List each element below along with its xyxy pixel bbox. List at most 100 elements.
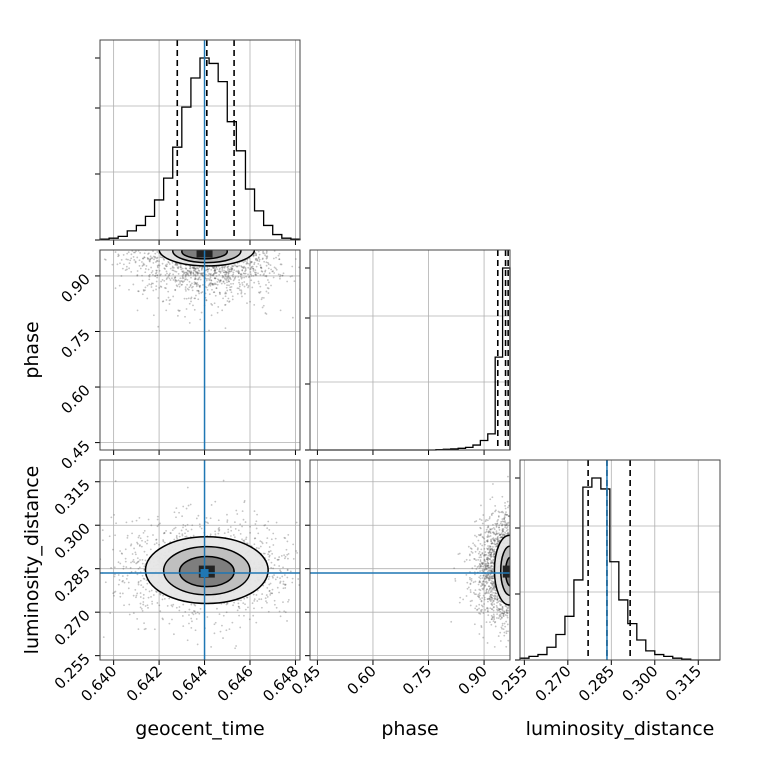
sample-point bbox=[489, 600, 492, 603]
sample-point bbox=[496, 601, 498, 604]
sample-point bbox=[157, 523, 160, 526]
sample-point bbox=[224, 274, 227, 277]
sample-point bbox=[214, 271, 216, 274]
sample-point bbox=[215, 271, 218, 274]
sample-point bbox=[216, 311, 219, 314]
sample-point bbox=[267, 287, 270, 290]
sample-point bbox=[237, 272, 240, 275]
sample-point bbox=[273, 599, 276, 602]
sample-point bbox=[134, 251, 136, 254]
sample-point bbox=[271, 575, 274, 578]
sample-point bbox=[207, 277, 209, 280]
sample-point bbox=[154, 272, 157, 275]
sample-point bbox=[176, 263, 179, 266]
sample-point bbox=[208, 329, 210, 332]
sample-point bbox=[191, 524, 194, 527]
sample-point bbox=[214, 277, 217, 280]
histogram-luminosity_distance bbox=[519, 477, 720, 661]
sample-point bbox=[212, 291, 215, 294]
sample-point bbox=[265, 290, 268, 293]
sample-point bbox=[501, 529, 504, 532]
sample-point bbox=[490, 569, 492, 572]
sample-point bbox=[272, 270, 274, 273]
sample-point bbox=[218, 529, 221, 531]
sample-point bbox=[156, 276, 159, 279]
sample-point bbox=[490, 580, 493, 582]
sample-point bbox=[236, 513, 239, 515]
sample-point bbox=[135, 596, 137, 599]
sample-point bbox=[478, 565, 480, 567]
sample-point bbox=[110, 566, 112, 569]
sample-point bbox=[487, 565, 490, 567]
sample-point bbox=[163, 267, 166, 270]
sample-point bbox=[489, 621, 491, 624]
sample-point bbox=[143, 529, 146, 532]
sample-point bbox=[216, 278, 219, 281]
sample-point bbox=[142, 601, 145, 603]
sample-point bbox=[490, 618, 493, 621]
sample-point bbox=[301, 585, 303, 587]
sample-point bbox=[504, 507, 507, 510]
sample-point bbox=[257, 532, 260, 535]
sample-point bbox=[487, 525, 490, 528]
sample-point bbox=[102, 636, 105, 639]
sample-point bbox=[176, 285, 179, 288]
sample-point bbox=[489, 594, 492, 596]
sample-point bbox=[490, 570, 493, 573]
sample-point bbox=[229, 268, 232, 271]
sample-point bbox=[493, 542, 495, 545]
sample-point bbox=[493, 587, 496, 590]
sample-point bbox=[253, 281, 256, 284]
sample-point bbox=[496, 537, 499, 539]
sample-point bbox=[503, 611, 506, 614]
sample-point bbox=[180, 266, 183, 269]
sample-point bbox=[233, 521, 236, 524]
sample-point bbox=[485, 590, 488, 592]
sample-point bbox=[226, 513, 228, 516]
sample-point bbox=[249, 268, 252, 270]
sample-point bbox=[468, 553, 471, 556]
sample-point bbox=[485, 621, 488, 624]
sample-point bbox=[214, 277, 217, 280]
sample-point bbox=[496, 544, 499, 547]
sample-point bbox=[496, 608, 498, 611]
sample-point bbox=[493, 539, 496, 542]
sample-point bbox=[231, 265, 234, 268]
sample-point bbox=[500, 520, 503, 523]
sample-point bbox=[490, 559, 493, 562]
sample-point bbox=[499, 613, 502, 616]
sample-point bbox=[493, 583, 496, 586]
sample-point bbox=[227, 280, 230, 283]
sample-point bbox=[482, 583, 485, 585]
sample-point bbox=[146, 582, 149, 585]
sample-point bbox=[212, 284, 214, 286]
sample-point bbox=[185, 308, 188, 310]
sample-point bbox=[484, 531, 487, 534]
sample-point bbox=[493, 549, 495, 552]
sample-point bbox=[227, 278, 230, 281]
sample-point bbox=[108, 535, 111, 538]
sample-point bbox=[137, 290, 140, 293]
sample-point bbox=[491, 601, 494, 604]
sample-point bbox=[181, 267, 184, 270]
sample-point bbox=[132, 256, 135, 258]
sample-point bbox=[174, 264, 177, 266]
sample-point bbox=[165, 530, 167, 532]
sample-point bbox=[488, 566, 491, 569]
sample-point bbox=[222, 280, 225, 283]
sample-point bbox=[482, 612, 485, 615]
sample-point bbox=[214, 267, 216, 270]
sample-point bbox=[197, 278, 200, 281]
sample-point bbox=[169, 298, 172, 301]
sample-point bbox=[492, 585, 495, 588]
sample-point bbox=[139, 544, 141, 546]
sample-point bbox=[484, 564, 487, 567]
sample-point bbox=[479, 565, 482, 568]
sample-point bbox=[459, 596, 462, 599]
sample-point bbox=[209, 283, 212, 286]
sample-point bbox=[268, 550, 270, 553]
sample-point bbox=[474, 550, 477, 553]
sample-point bbox=[212, 274, 215, 277]
sample-point bbox=[174, 289, 177, 292]
sample-point bbox=[268, 528, 271, 531]
